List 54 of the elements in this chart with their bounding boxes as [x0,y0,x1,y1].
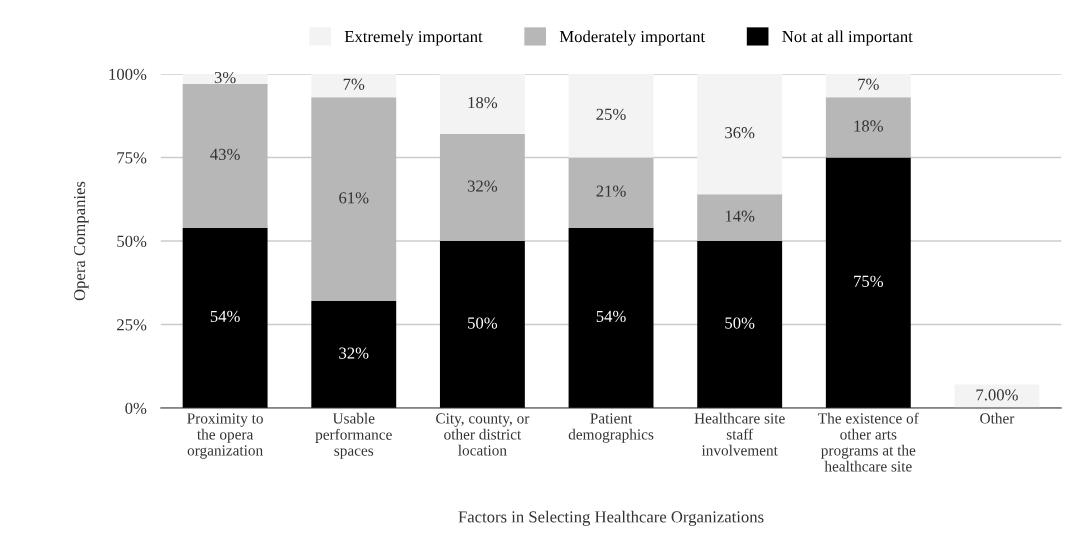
x-tick-label: Other [980,412,1015,424]
bar [439,73,525,135]
data-label: 32% [339,347,369,359]
y-tick-label: 25% [117,319,147,331]
y-tick-label: 75% [117,152,147,164]
bar [439,134,525,241]
bar [568,227,654,408]
x-tick-label: Usable performance spaces [315,412,392,459]
data-label: 25% [596,108,626,120]
data-label: 7% [343,78,365,90]
data-label: 14% [725,210,755,222]
data-label: 50% [468,317,498,329]
bar [182,84,268,228]
bar [311,73,397,98]
bar [825,97,911,158]
bar [697,240,783,408]
bar [697,73,783,195]
data-label: 7.00% [976,389,1018,401]
data-label: 54% [596,310,626,323]
data-label: 18% [468,96,498,109]
data-label: 3% [214,71,236,84]
data-label: 36% [725,127,755,139]
data-label: 43% [210,148,240,161]
bar [182,73,268,84]
data-label: 54% [210,310,240,323]
x-tick-label: The existence of other arts programs at the healthcare site [818,412,919,472]
bar [825,73,911,98]
legend-label: Extremely important [344,30,483,46]
data-label: 32% [467,180,498,192]
legend-label: Moderately important [559,30,706,46]
x-tick-label: City, county, or other district location [436,413,530,456]
legend-label: Not at all important [782,30,913,46]
y-tick-label: 0% [125,402,147,414]
bar [439,240,525,408]
data-label: 75% [854,275,884,287]
data-label: 7% [858,78,879,90]
bar [311,97,397,302]
data-label: 18% [854,120,884,132]
y-tick-label: 100% [109,68,147,80]
data-label: 50% [725,317,755,329]
y-axis-title: Opera Companies [74,181,89,301]
x-axis-title: Factors in Selecting Healthcare Organizations [458,510,764,526]
bar [568,73,654,158]
bar [182,227,268,408]
bar [568,157,654,228]
bar [311,301,397,408]
bar [697,194,783,241]
x-tick-label: Patient demographics [568,413,654,443]
data-label: 61% [339,192,369,204]
x-tick-label: Proximity to the opera organization [187,413,263,459]
bar [825,157,911,408]
y-tick-label: 50% [117,235,147,247]
x-tick-label: Healthcare site staff involvement [694,412,785,456]
data-label: 21% [596,185,626,197]
